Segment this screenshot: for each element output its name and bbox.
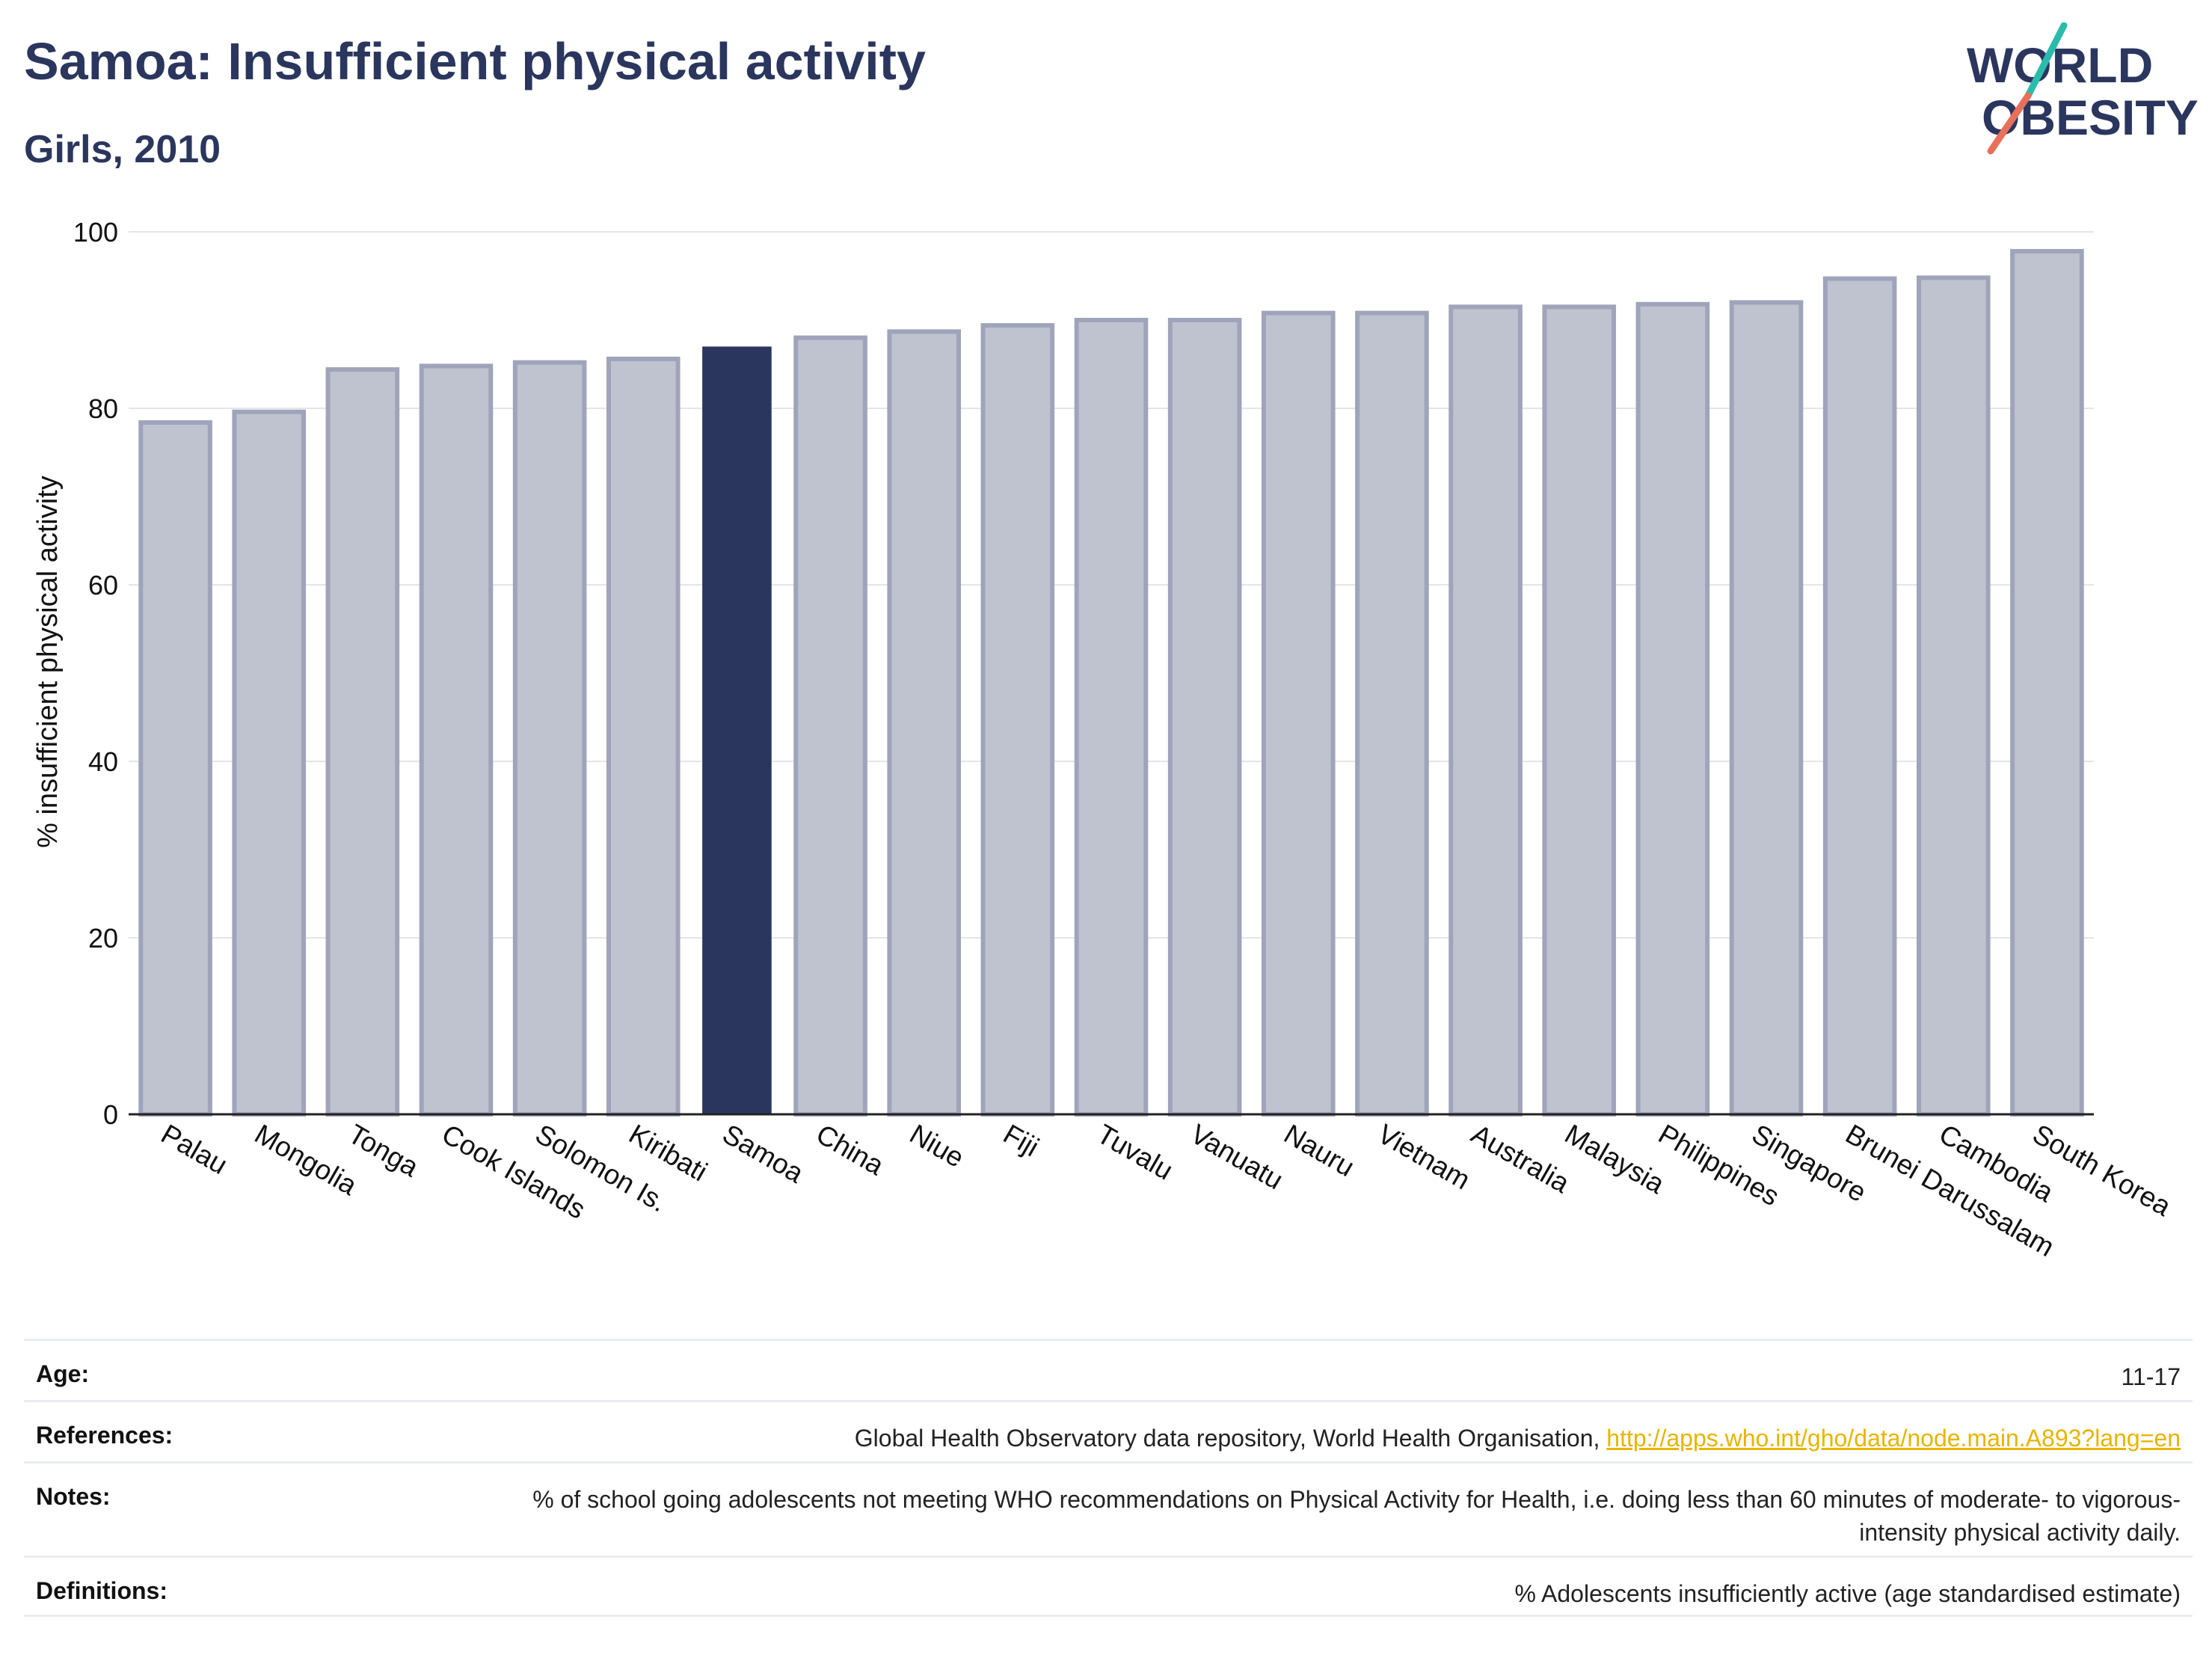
bar[interactable] <box>793 335 867 1117</box>
x-tick-label: Vanuatu <box>1185 1118 1288 1195</box>
y-tick-label: 100 <box>73 217 118 248</box>
references-text: Global Health Observatory data repositor… <box>854 1425 1600 1452</box>
bar-highlight[interactable] <box>702 346 772 1114</box>
x-tick-label: Nauru <box>1279 1118 1360 1182</box>
x-tick-label: Malaysia <box>1560 1118 1670 1200</box>
y-tick-label: 0 <box>103 1099 118 1130</box>
bar[interactable] <box>1074 318 1149 1117</box>
x-tick-label: South Korea <box>2027 1118 2176 1222</box>
info-row-age: Age: 11-17 <box>24 1339 2193 1400</box>
x-tick-label: Mongolia <box>250 1118 363 1201</box>
bar[interactable] <box>1542 304 1617 1117</box>
logo-word-world: WORLD <box>1967 37 2153 93</box>
y-tick-label: 60 <box>88 570 118 601</box>
x-tick-label: Australia <box>1466 1118 1576 1199</box>
world-obesity-logo: WORLD OBESITY <box>1967 22 2199 155</box>
bar[interactable] <box>606 356 681 1117</box>
bar[interactable] <box>512 360 587 1117</box>
bar[interactable] <box>1261 310 1336 1117</box>
x-tick-label: Palau <box>156 1118 233 1180</box>
bar[interactable] <box>1355 310 1429 1117</box>
notes-value: % of school going adolescents not meetin… <box>532 1486 2181 1546</box>
references-link[interactable]: http://apps.who.int/gho/data/node.main.A… <box>1606 1425 2181 1452</box>
x-tick-label: Vietnam <box>1372 1118 1475 1195</box>
logo-slash-coral <box>1987 92 2032 155</box>
y-tick-label: 40 <box>88 746 118 777</box>
bar[interactable] <box>887 329 962 1117</box>
age-label: Age: <box>36 1360 90 1387</box>
y-tick-label: 80 <box>88 393 118 424</box>
bar[interactable] <box>980 323 1055 1117</box>
bar[interactable] <box>1448 304 1523 1117</box>
bar[interactable] <box>1167 318 1242 1117</box>
x-tick-label: Samoa <box>717 1118 808 1188</box>
chart-title: Samoa: Insufficient physical activity <box>24 32 926 90</box>
definitions-value: % Adolescents insufficiently active (age… <box>1514 1580 2181 1607</box>
bar[interactable] <box>1635 301 1710 1117</box>
notes-label: Notes: <box>36 1483 111 1510</box>
bar[interactable] <box>1729 300 1804 1117</box>
bar[interactable] <box>138 420 212 1117</box>
chart-subtitle: Girls, 2010 <box>24 128 221 171</box>
x-tick-label: Niue <box>905 1118 969 1173</box>
definitions-label: Definitions: <box>36 1577 168 1604</box>
info-row-references: References: Global Health Observatory da… <box>24 1400 2193 1461</box>
x-tick-label: Tuvalu <box>1092 1118 1178 1185</box>
bar[interactable] <box>2010 248 2084 1117</box>
logo-word-obesity: OBESITY <box>1982 90 2199 145</box>
bar[interactable] <box>325 367 400 1117</box>
x-tick-label: China <box>811 1118 890 1181</box>
info-row-notes: Notes: % of school going adolescents not… <box>24 1461 2193 1556</box>
info-table: Age: 11-17 References: Global Health Obs… <box>24 1339 2193 1617</box>
x-tick-label: Fiji <box>998 1118 1044 1162</box>
references-value: Global Health Observatory data repositor… <box>855 1422 2181 1455</box>
info-row-definitions: Definitions: % Adolescents insufficientl… <box>24 1556 2193 1617</box>
y-axis-label: % insufficient physical activity <box>32 476 64 848</box>
bar[interactable] <box>232 409 307 1117</box>
y-tick-label: 20 <box>88 923 118 954</box>
logo-slash-teal <box>2024 22 2068 99</box>
bar[interactable] <box>1822 276 1897 1117</box>
references-label: References: <box>36 1422 173 1449</box>
age-value: 11-17 <box>2121 1363 2181 1390</box>
bar[interactable] <box>419 363 494 1117</box>
bar-layer <box>138 248 2084 1117</box>
bar[interactable] <box>1916 275 1991 1117</box>
